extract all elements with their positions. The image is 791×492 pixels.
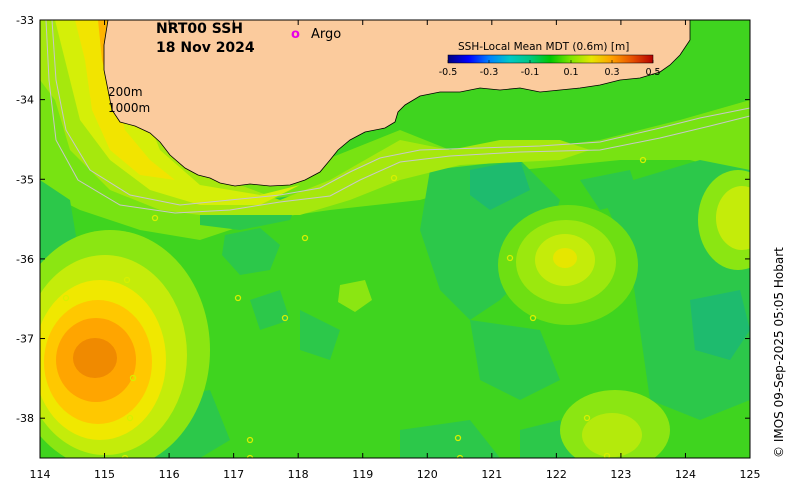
leeuwin-band-inner <box>75 20 175 180</box>
x-tick-label: 125 <box>740 468 761 481</box>
argo-float[interactable] <box>281 314 289 322</box>
x-axis: 114 115 116 117 118 119 120 121 122 123 124 125 <box>30 20 761 481</box>
cool-patch-9 <box>400 420 500 458</box>
x-tick-label: 118 <box>288 468 309 481</box>
y-tick-label: -36 <box>16 253 34 266</box>
colorbar-tick-label: -0.3 <box>480 67 499 78</box>
x-tick-label: 123 <box>610 468 631 481</box>
x-tick-label: 116 <box>159 468 180 481</box>
x-tick-label: 114 <box>30 468 51 481</box>
light-green-blob-1 <box>338 280 372 312</box>
argo-float[interactable] <box>639 156 647 164</box>
y-tick-label: -38 <box>16 412 34 425</box>
x-tick-label: 115 <box>94 468 115 481</box>
colorbar-tick-label: 0.5 <box>645 67 660 78</box>
argo-float[interactable] <box>129 374 137 382</box>
x-tick-label: 122 <box>546 468 567 481</box>
argo-float[interactable] <box>603 452 611 459</box>
colorbar-tick-label: -0.1 <box>521 67 540 78</box>
argo-float[interactable] <box>301 234 309 242</box>
argo-legend-label: Argo <box>311 27 341 42</box>
colorbar-tick-label: 0.3 <box>604 67 619 78</box>
cool-patch-12 <box>580 170 640 210</box>
isobath-1000m <box>45 20 750 214</box>
argo-float[interactable] <box>390 174 398 182</box>
argo-float[interactable] <box>62 294 70 302</box>
argo-float[interactable] <box>234 294 242 302</box>
cool-patch-5 <box>470 320 560 400</box>
map-plot-area <box>40 20 750 461</box>
colorbar-title: SSH-Local Mean MDT (0.6m) [m] <box>458 41 629 53</box>
cool-patch-11 <box>250 290 290 330</box>
eddy-sw-core <box>73 338 117 378</box>
isobath-1000m-label: 1000m <box>108 101 150 115</box>
y-tick-label: -35 <box>16 173 34 186</box>
argo-float[interactable] <box>151 214 159 222</box>
colorbar-tick-label: -0.5 <box>439 67 458 78</box>
x-tick-label: 117 <box>223 468 244 481</box>
teal-core-n <box>470 160 530 210</box>
argo-float[interactable] <box>456 454 464 461</box>
isobath-200m <box>51 20 750 206</box>
argo-float[interactable] <box>529 314 537 322</box>
argo-float[interactable] <box>454 434 462 442</box>
argo-float[interactable] <box>506 254 514 262</box>
x-tick-label: 120 <box>417 468 438 481</box>
y-tick-label: -33 <box>16 14 34 27</box>
map-title-line2: 18 Nov 2024 <box>156 40 255 56</box>
argo-floats <box>62 156 647 461</box>
cool-patch-7 <box>300 310 340 360</box>
map-frame <box>39 19 751 459</box>
argo-float[interactable] <box>246 454 254 461</box>
argo-float[interactable] <box>583 414 591 422</box>
credit-text: © IMOS 09-Sep-2025 05:05 Hobart <box>772 247 786 458</box>
y-axis: -33 -34 -35 -36 -37 -38 <box>16 14 750 425</box>
y-tick-label: -37 <box>16 333 34 346</box>
colorbar-tick-label: 0.1 <box>563 67 578 78</box>
teal-core-se <box>690 290 750 360</box>
cool-patch-2 <box>222 228 280 275</box>
x-tick-label: 121 <box>481 468 502 481</box>
argo-float[interactable] <box>123 276 131 284</box>
isobath-200m-label: 200m <box>108 85 143 99</box>
argo-float[interactable] <box>121 454 129 461</box>
colorbar-ticks: -0.5 -0.3 -0.1 0.1 0.3 0.5 <box>439 60 661 78</box>
eddy-east-core <box>553 248 577 268</box>
map-title-line1: NRT00 SSH <box>156 21 243 37</box>
argo-legend-marker: o <box>291 27 300 42</box>
eddy-south-ring-2 <box>582 413 642 457</box>
x-tick-label: 124 <box>675 468 696 481</box>
y-tick-label: -34 <box>16 94 34 107</box>
eddy-far-east-ring-2 <box>716 186 750 250</box>
argo-float[interactable] <box>126 414 134 422</box>
argo-float[interactable] <box>246 436 254 444</box>
colorbar <box>447 54 654 64</box>
x-tick-label: 119 <box>352 468 373 481</box>
cool-patch-4 <box>420 160 560 320</box>
